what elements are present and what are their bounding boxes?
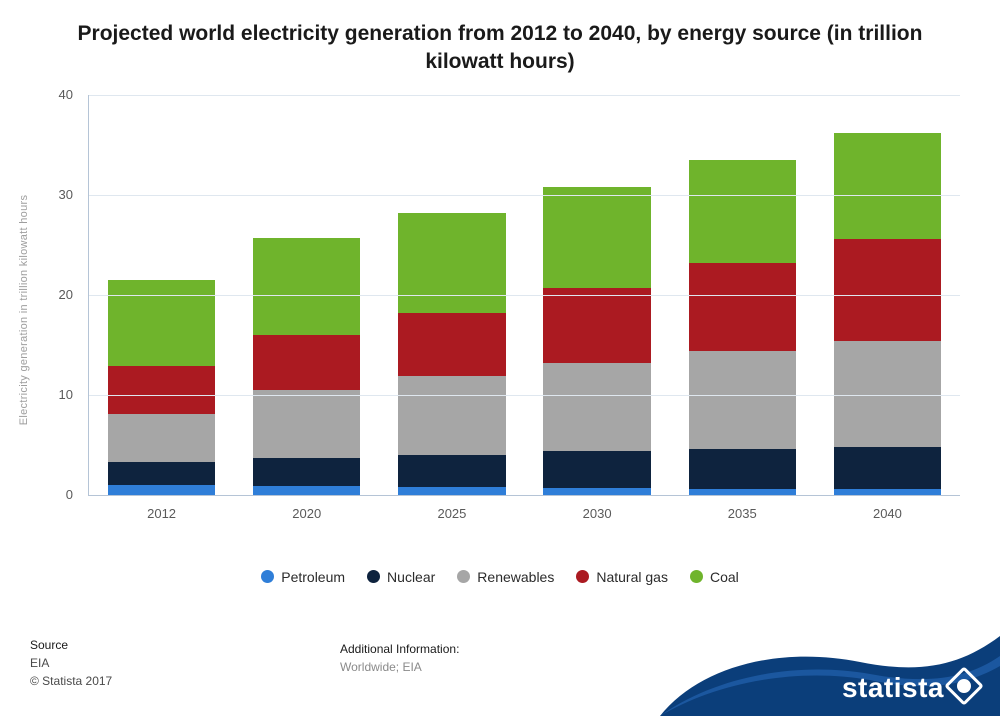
- x-tick-label: 2025: [437, 506, 466, 521]
- bar-segment-coal: [689, 160, 796, 263]
- bar-segment-nuclear: [108, 462, 215, 485]
- bar-segment-renewables: [834, 341, 941, 447]
- bar-segment-nuclear: [398, 455, 505, 487]
- legend-label: Nuclear: [387, 569, 435, 585]
- legend-item-naturalgas[interactable]: Natural gas: [576, 569, 668, 585]
- bar-segment-naturalgas: [834, 239, 941, 341]
- grid-line: [89, 395, 960, 396]
- grid-line: [89, 295, 960, 296]
- y-tick-label: 0: [66, 487, 73, 502]
- legend-swatch: [576, 570, 589, 583]
- source-heading: Source: [30, 636, 112, 654]
- stacked-bar: [398, 213, 505, 495]
- brand-swoosh: statista: [660, 636, 1000, 716]
- grid-line: [89, 195, 960, 196]
- stacked-bar: [834, 133, 941, 495]
- bar-segment-petroleum: [689, 489, 796, 495]
- bar-segment-petroleum: [398, 487, 505, 495]
- x-tick-label: 2040: [873, 506, 902, 521]
- grid-line: [89, 95, 960, 96]
- legend: Petroleum Nuclear Renewables Natural gas Coa…: [0, 569, 1000, 585]
- brand-icon: [944, 666, 984, 706]
- x-tick-label: 2020: [292, 506, 321, 521]
- stacked-bar: [253, 238, 360, 495]
- chart-title: Projected world electricity generation f…: [0, 0, 1000, 77]
- legend-swatch: [457, 570, 470, 583]
- bar-segment-renewables: [543, 363, 650, 451]
- axes: 201220202025203020352040 010203040: [88, 95, 960, 496]
- footer: Source EIA © Statista 2017 Additional In…: [0, 624, 1000, 716]
- brand-logo: statista: [842, 672, 978, 704]
- legend-label: Coal: [710, 569, 739, 585]
- additional-heading: Additional Information:: [340, 640, 459, 658]
- bar-segment-naturalgas: [543, 288, 650, 363]
- additional-text: Worldwide; EIA: [340, 658, 459, 676]
- legend-label: Renewables: [477, 569, 554, 585]
- stacked-bar: [543, 187, 650, 495]
- bar-segment-coal: [253, 238, 360, 335]
- legend-item-petroleum[interactable]: Petroleum: [261, 569, 345, 585]
- legend-swatch: [367, 570, 380, 583]
- source-name: EIA: [30, 654, 112, 672]
- y-tick-label: 10: [59, 387, 73, 402]
- copyright-text: © Statista 2017: [30, 672, 112, 690]
- bar-segment-renewables: [253, 390, 360, 458]
- bar-segment-renewables: [108, 414, 215, 462]
- plot-area: Electricity generation in trillion kilow…: [30, 95, 970, 525]
- bar-segment-naturalgas: [253, 335, 360, 390]
- bar-segment-renewables: [689, 351, 796, 449]
- bar-segment-coal: [108, 280, 215, 366]
- bar-segment-naturalgas: [689, 263, 796, 351]
- y-tick-label: 40: [59, 87, 73, 102]
- bar-segment-coal: [834, 133, 941, 239]
- stacked-bar: [689, 160, 796, 495]
- legend-label: Natural gas: [596, 569, 668, 585]
- bar-segment-coal: [398, 213, 505, 313]
- bar-segment-petroleum: [253, 486, 360, 495]
- bar-segment-petroleum: [834, 489, 941, 495]
- bar-segment-nuclear: [689, 449, 796, 489]
- legend-item-coal[interactable]: Coal: [690, 569, 739, 585]
- legend-swatch: [690, 570, 703, 583]
- bar-segment-renewables: [398, 376, 505, 455]
- legend-item-renewables[interactable]: Renewables: [457, 569, 554, 585]
- bar-segment-petroleum: [543, 488, 650, 495]
- bar-segment-nuclear: [253, 458, 360, 486]
- legend-item-nuclear[interactable]: Nuclear: [367, 569, 435, 585]
- y-axis-label: Electricity generation in trillion kilow…: [18, 194, 30, 425]
- bar-segment-nuclear: [834, 447, 941, 489]
- bar-segment-coal: [543, 187, 650, 288]
- y-tick-label: 20: [59, 287, 73, 302]
- x-tick-label: 2035: [728, 506, 757, 521]
- bar-segment-nuclear: [543, 451, 650, 488]
- legend-swatch: [261, 570, 274, 583]
- y-tick-label: 30: [59, 187, 73, 202]
- brand-name: statista: [842, 672, 944, 704]
- x-tick-label: 2030: [583, 506, 612, 521]
- stacked-bar: [108, 280, 215, 495]
- bar-segment-petroleum: [108, 485, 215, 495]
- legend-label: Petroleum: [281, 569, 345, 585]
- x-tick-label: 2012: [147, 506, 176, 521]
- bar-segment-naturalgas: [108, 366, 215, 414]
- bar-segment-naturalgas: [398, 313, 505, 376]
- additional-info-block: Additional Information: Worldwide; EIA: [340, 640, 459, 676]
- source-block: Source EIA © Statista 2017: [30, 636, 112, 690]
